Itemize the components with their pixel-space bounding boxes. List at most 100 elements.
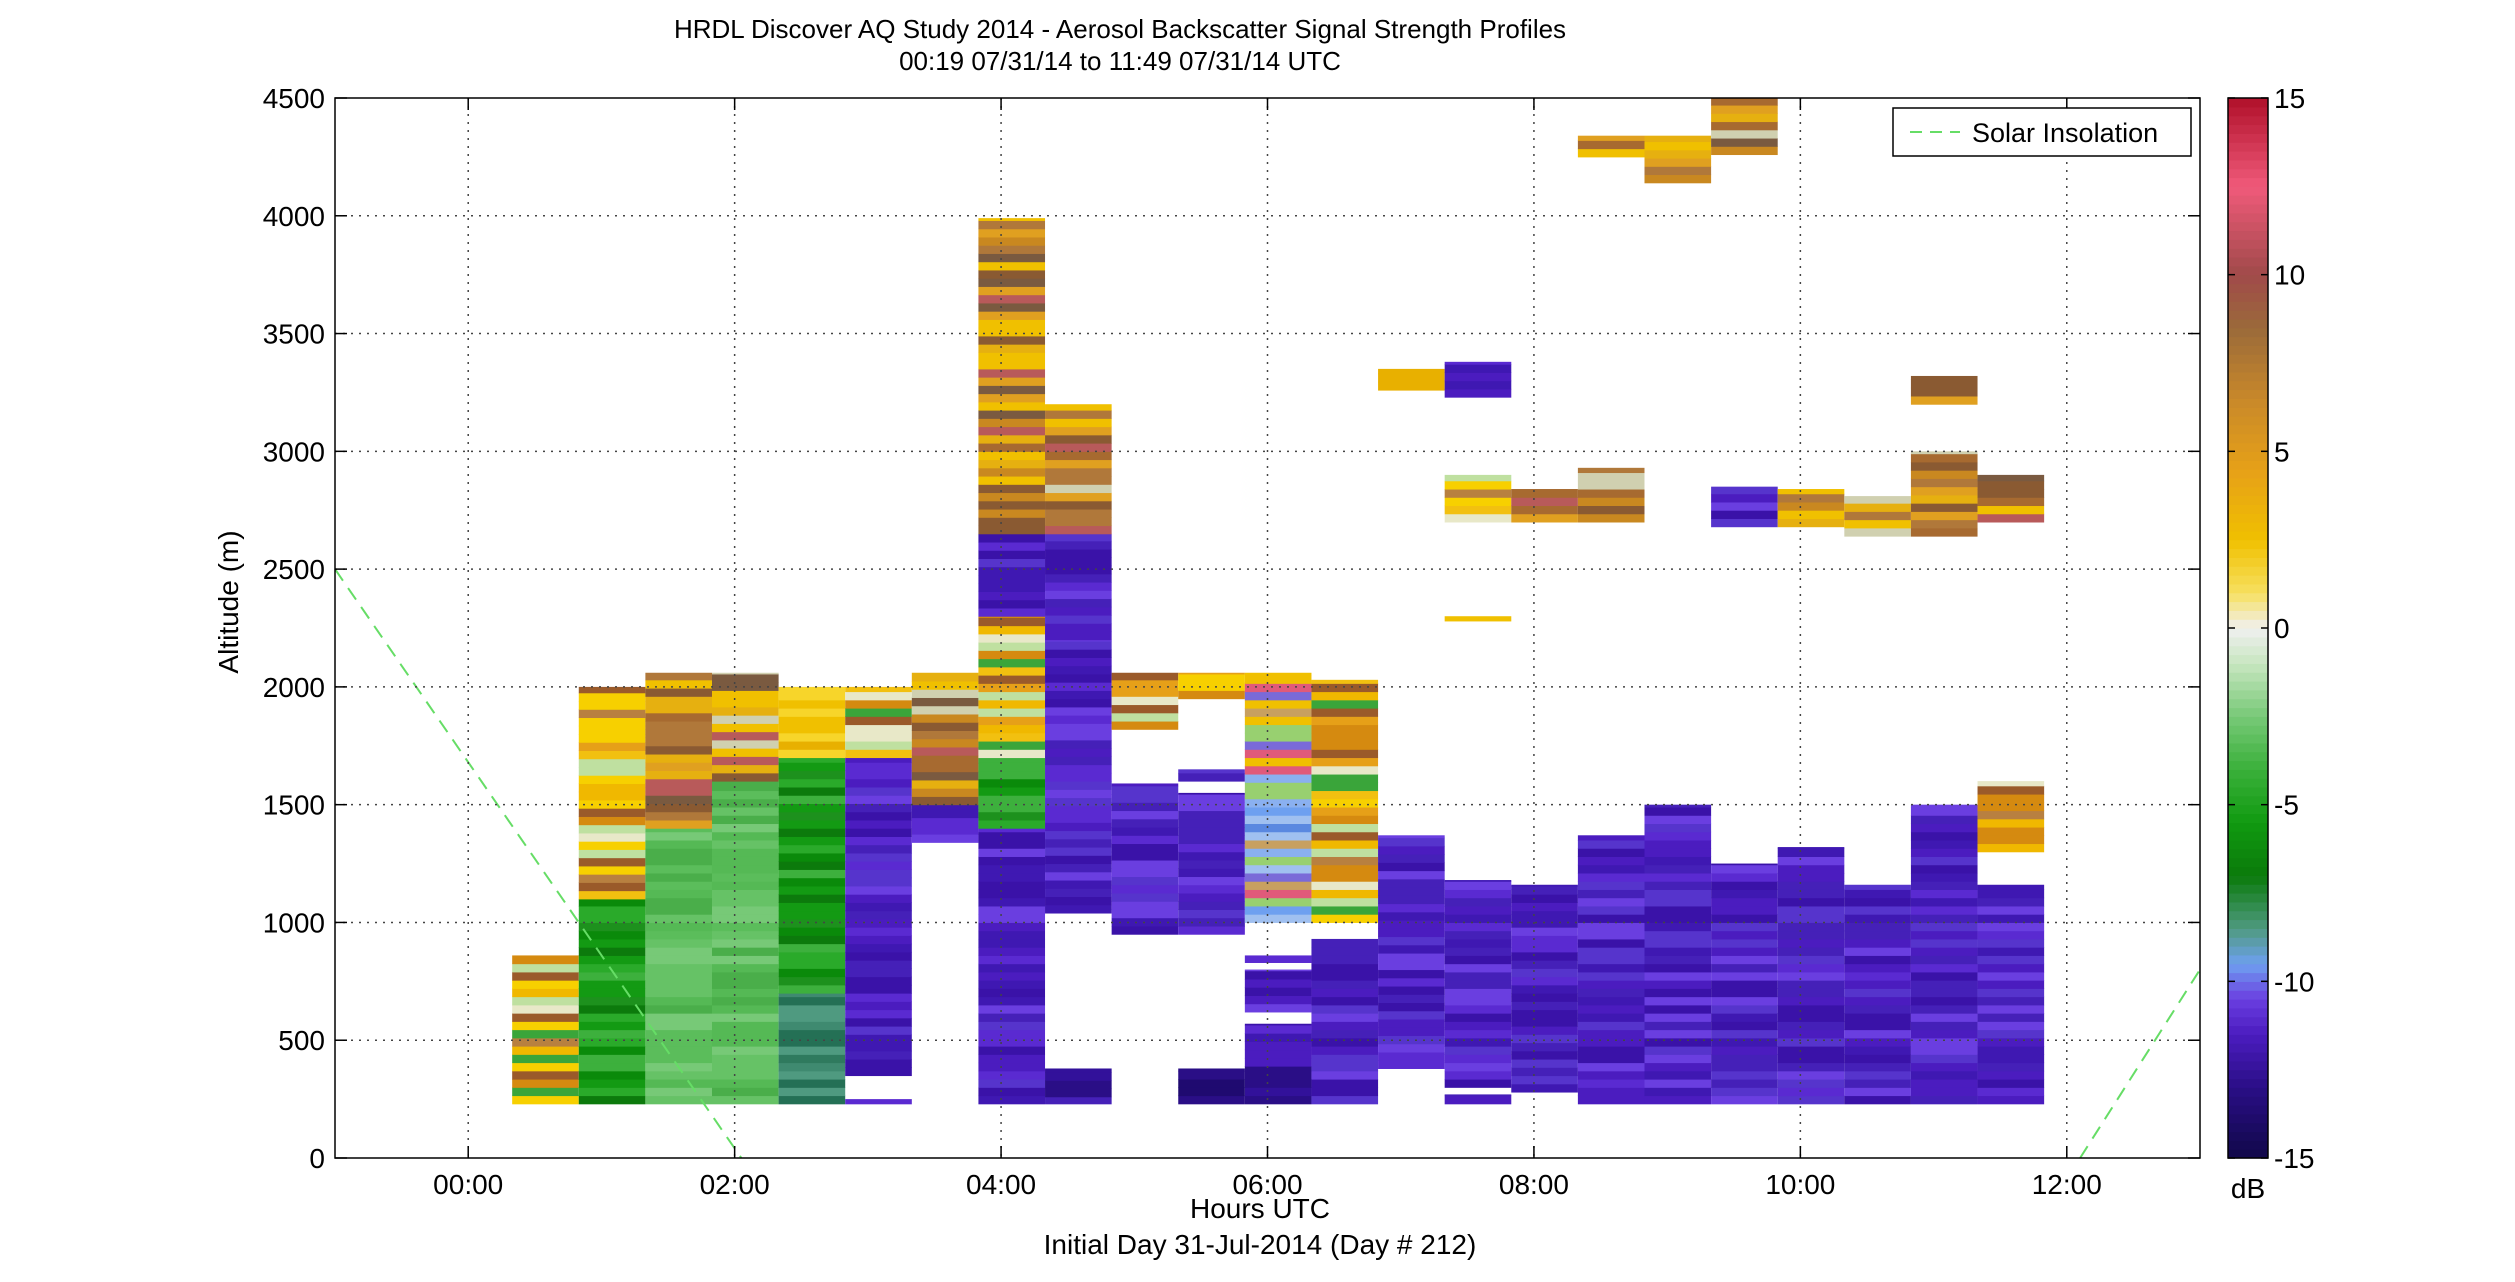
profile-cell bbox=[1045, 418, 1112, 428]
profile-cell bbox=[1777, 1046, 1845, 1055]
y-tick-label: 1000 bbox=[263, 907, 325, 938]
profile-cell bbox=[978, 558, 1046, 568]
profile-cell bbox=[1977, 1070, 2045, 1080]
profile-cell bbox=[1777, 493, 1845, 503]
profile-cell bbox=[1844, 930, 1911, 940]
colorbar-cell bbox=[2228, 672, 2268, 682]
profile-cell bbox=[1244, 848, 1312, 857]
profile-cell bbox=[1711, 129, 1778, 139]
profile-cell bbox=[1644, 1046, 1712, 1055]
profile-cell bbox=[1844, 1087, 1911, 1097]
profile-cell bbox=[1311, 864, 1379, 874]
colorbar-cell bbox=[2228, 530, 2268, 541]
profile-cell bbox=[1378, 953, 1445, 962]
solar-insolation-line bbox=[334, 568, 2201, 1159]
profile-cell bbox=[978, 881, 1046, 890]
colorbar-cell bbox=[2228, 433, 2268, 444]
profile-cell bbox=[1244, 1070, 1312, 1080]
profile-cell bbox=[778, 708, 846, 717]
profile-cell bbox=[845, 877, 912, 887]
profile-cell bbox=[1045, 731, 1112, 741]
profile-cell bbox=[1444, 1070, 1512, 1080]
profile-cell bbox=[1311, 897, 1379, 907]
profile-cell bbox=[1111, 893, 1179, 902]
profile-cell bbox=[978, 955, 1046, 965]
profile-cell bbox=[1244, 987, 1312, 996]
colorbar-cell bbox=[2228, 1043, 2268, 1053]
profile-cell bbox=[1977, 489, 2045, 498]
profile-cell bbox=[645, 811, 712, 821]
profile-cell bbox=[1178, 835, 1245, 845]
profile-cell bbox=[1977, 794, 2045, 803]
profile-cell bbox=[845, 795, 912, 804]
profile-cell bbox=[978, 848, 1046, 857]
profile-cell bbox=[1045, 657, 1112, 667]
profile-cell bbox=[1711, 947, 1778, 956]
profile-cell bbox=[1644, 1062, 1712, 1072]
profile-cell bbox=[578, 874, 646, 883]
colorbar-cell bbox=[2228, 954, 2268, 965]
profile-cell bbox=[578, 766, 646, 776]
profile-cell bbox=[978, 770, 1046, 780]
profile-cell bbox=[1045, 715, 1112, 724]
profile-cell bbox=[778, 724, 846, 734]
profile-cell bbox=[1311, 872, 1379, 882]
profile-cell bbox=[1577, 1013, 1645, 1022]
colorbar-cell bbox=[2228, 795, 2268, 806]
profile-cell bbox=[1045, 847, 1112, 856]
profile-cell bbox=[711, 930, 779, 940]
colorbar-cell bbox=[2228, 857, 2268, 868]
profile-cell bbox=[1577, 848, 1645, 857]
profile-cell bbox=[1045, 1080, 1112, 1090]
x-tick-label: 12:00 bbox=[2032, 1169, 2102, 1200]
profile-cell bbox=[711, 955, 779, 965]
chart-subtitle: 00:19 07/31/14 to 11:49 07/31/14 UTC bbox=[899, 46, 1341, 76]
profile-cell bbox=[645, 840, 712, 849]
profile-cell bbox=[978, 938, 1046, 948]
colorbar-cell bbox=[2228, 371, 2268, 382]
profile-cell bbox=[1244, 699, 1312, 709]
profile-cell bbox=[1045, 838, 1112, 848]
profile-cell bbox=[1977, 843, 2045, 853]
profile-cell bbox=[1045, 673, 1112, 683]
profile-cell bbox=[778, 996, 846, 1006]
profile-cell bbox=[1111, 835, 1179, 845]
profile-cell bbox=[578, 758, 646, 768]
profile-cell bbox=[645, 737, 712, 747]
profile-cell bbox=[1777, 1087, 1845, 1097]
profile-cell bbox=[1577, 881, 1645, 890]
profile-cell bbox=[1178, 860, 1245, 869]
profile-cell bbox=[645, 848, 712, 857]
profile-cell bbox=[1644, 864, 1712, 874]
profile-cell bbox=[711, 715, 779, 724]
profile-cell bbox=[1777, 988, 1845, 998]
profile-cell bbox=[578, 775, 646, 784]
colorbar-cell bbox=[2228, 513, 2268, 523]
profile-cell bbox=[1910, 451, 1978, 455]
profile-cell bbox=[1045, 434, 1112, 444]
profile-cell bbox=[1711, 510, 1778, 519]
profile-cell bbox=[1511, 1034, 1578, 1044]
profile-cell bbox=[1577, 1087, 1645, 1097]
profile-cell bbox=[645, 1087, 712, 1097]
profile-cell bbox=[1711, 980, 1778, 989]
profile-cell bbox=[1844, 980, 1911, 989]
profile-cell bbox=[1844, 905, 1911, 915]
profile-cell bbox=[1644, 971, 1712, 981]
colorbar-tick-label: -5 bbox=[2274, 790, 2299, 821]
profile-cell bbox=[1511, 489, 1578, 498]
profile-cell bbox=[978, 542, 1046, 551]
profile-cell bbox=[1977, 835, 2045, 845]
profile-cell bbox=[1977, 955, 2045, 965]
profile-cell bbox=[1644, 815, 1712, 825]
profile-cell bbox=[1711, 1021, 1778, 1031]
profile-cell bbox=[1511, 505, 1578, 515]
profile-cell bbox=[1844, 971, 1911, 981]
profile-cell bbox=[645, 828, 712, 833]
profile-cell bbox=[1378, 1060, 1445, 1069]
profile-cell bbox=[1777, 1021, 1845, 1031]
profile-cell bbox=[978, 228, 1046, 238]
profile-cell bbox=[1577, 1046, 1645, 1055]
profile-cell bbox=[1777, 1013, 1845, 1022]
